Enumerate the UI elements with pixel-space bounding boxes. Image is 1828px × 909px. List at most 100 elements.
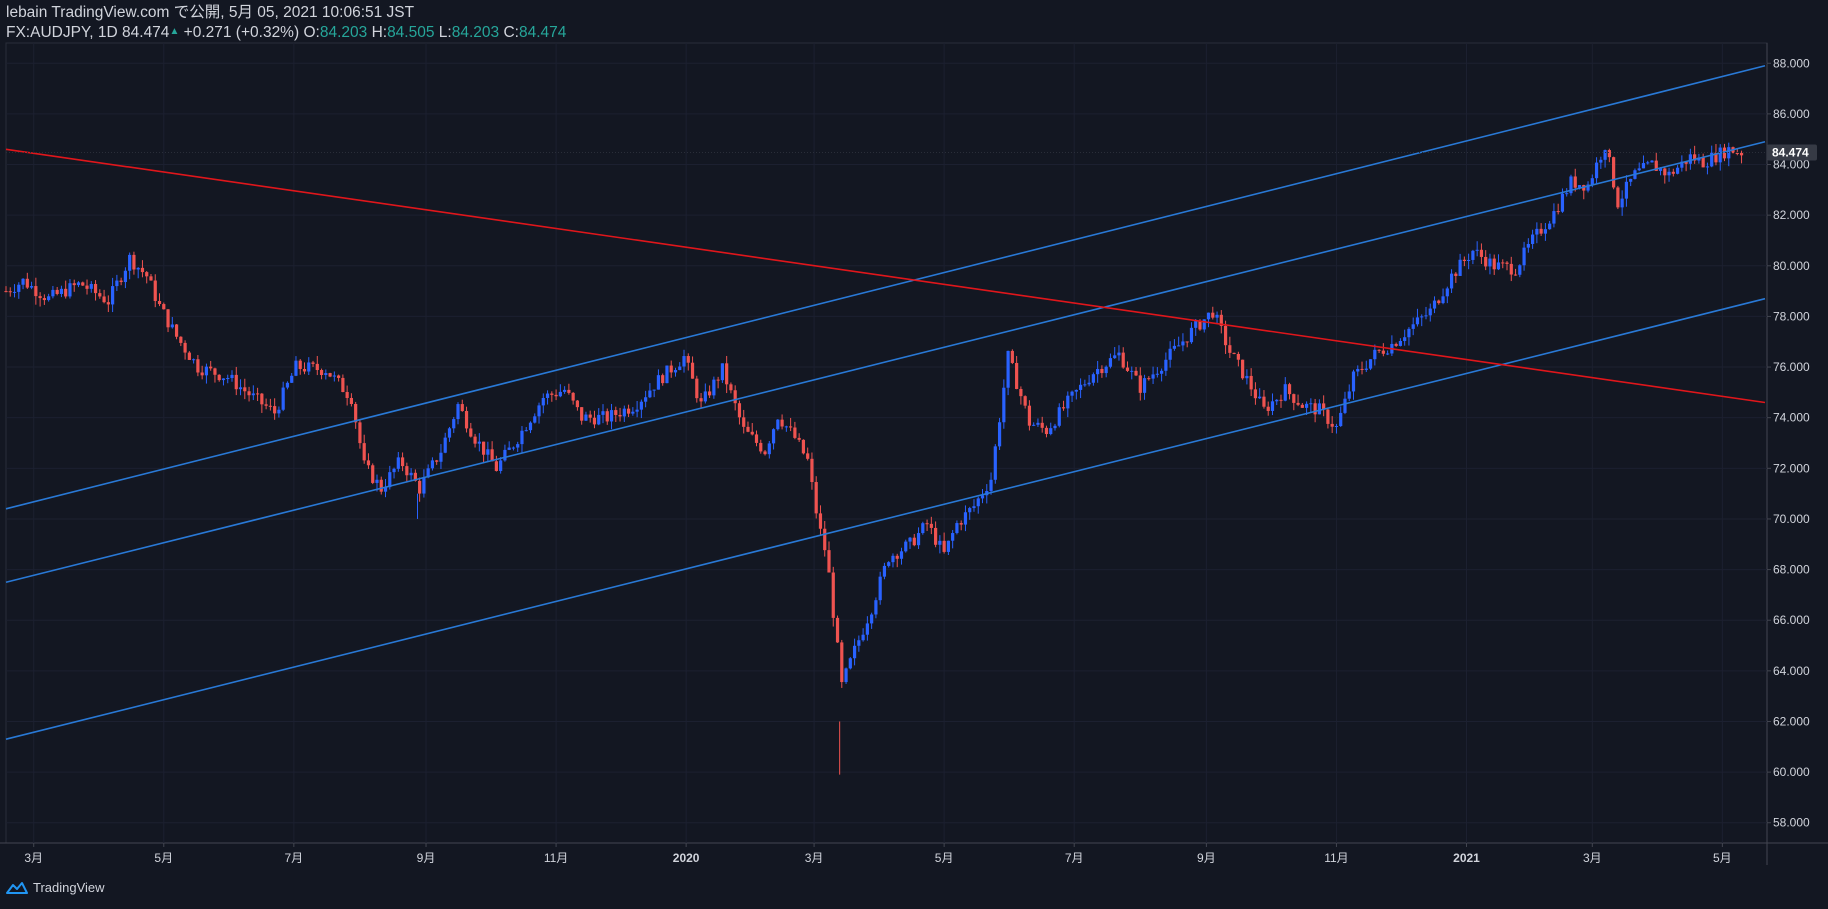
- candle-body: [550, 393, 554, 395]
- candle-body: [639, 401, 643, 410]
- candle-body: [1040, 422, 1044, 428]
- candle-body: [1641, 163, 1646, 169]
- candle-body: [1398, 340, 1403, 346]
- candle-body: [332, 375, 336, 377]
- candle-body: [1279, 399, 1283, 401]
- candle-body: [942, 540, 946, 552]
- candle-body: [601, 411, 605, 415]
- candle-body: [337, 375, 341, 378]
- candle-body: [870, 614, 874, 624]
- low-value: 84.203: [451, 24, 500, 41]
- candle-body: [1735, 152, 1739, 154]
- candle-body: [1194, 321, 1198, 328]
- candle-body: [379, 479, 383, 492]
- candle-body: [1057, 407, 1061, 426]
- up-arrow-icon: ▲: [169, 26, 180, 37]
- candle-body: [614, 410, 618, 415]
- candle-body: [1535, 228, 1539, 235]
- candle-body: [315, 363, 319, 371]
- candle-body: [1637, 168, 1641, 171]
- candle-body: [1675, 167, 1680, 174]
- candle-body: [1121, 352, 1125, 368]
- candle-body: [499, 460, 503, 471]
- open-value: 84.203: [319, 24, 368, 41]
- candle-body: [1667, 171, 1671, 176]
- candle-body: [345, 392, 349, 398]
- candle-body: [273, 406, 277, 414]
- candle-body: [1684, 161, 1688, 164]
- candle-body: [554, 394, 558, 397]
- candle-body: [447, 428, 452, 438]
- time-axis[interactable]: 3月5月7月9月11月20203月5月7月9月11月20213月5月7月: [24, 843, 1828, 865]
- candle-body: [319, 370, 324, 375]
- candle-body: [1070, 391, 1074, 396]
- candle-body: [801, 439, 806, 454]
- last-price: 84.474: [122, 24, 170, 41]
- candle-body: [1718, 147, 1722, 163]
- candle-body: [887, 562, 891, 566]
- candle-body: [537, 405, 541, 417]
- candle-body: [1590, 178, 1594, 185]
- price-tick-label: 68.000: [1773, 563, 1810, 577]
- candle-body: [1036, 422, 1040, 425]
- time-tick-label: 3月: [24, 851, 43, 865]
- candle-body: [1189, 327, 1194, 343]
- symbol-label[interactable]: FX:AUDJPY, 1D: [6, 24, 118, 41]
- candle-body: [814, 482, 818, 514]
- time-tick-label: 9月: [1197, 851, 1216, 865]
- candle-body: [1228, 345, 1232, 353]
- candle-body: [1223, 325, 1228, 346]
- candle-body: [396, 457, 400, 469]
- candle-body: [1356, 368, 1360, 372]
- trendlines[interactable]: [5, 65, 1766, 740]
- candle-body: [371, 465, 375, 483]
- candle-body: [349, 397, 354, 404]
- candle-body: [85, 285, 89, 289]
- candle-body: [1548, 223, 1552, 230]
- candle-body: [1258, 396, 1262, 399]
- candle-body: [644, 397, 648, 402]
- candle-body: [878, 576, 882, 601]
- price-tick-label: 72.000: [1773, 461, 1810, 475]
- candle-body: [1292, 394, 1296, 403]
- candle-body: [255, 393, 260, 395]
- candle-body: [1714, 152, 1718, 163]
- candle-body: [251, 393, 255, 396]
- candle-body: [1351, 371, 1356, 392]
- candle-body: [1671, 171, 1675, 174]
- candle-body: [1049, 428, 1053, 435]
- candle-body: [1287, 384, 1292, 395]
- candle-body: [1518, 265, 1522, 275]
- candle-body: [904, 541, 908, 552]
- candles: [4, 142, 1744, 775]
- candle-body: [68, 283, 72, 297]
- candle-body: [1377, 349, 1381, 351]
- publish-line: lebain TradingView.com で公開, 5月 05, 2021 …: [6, 4, 415, 21]
- candle-body: [929, 523, 933, 528]
- candle-body: [511, 447, 516, 449]
- candle-body: [1300, 404, 1304, 408]
- candle-body: [1586, 184, 1590, 191]
- candle-body: [1304, 403, 1309, 408]
- tradingview-brand[interactable]: TradingView: [6, 880, 105, 895]
- candle-body: [661, 375, 665, 384]
- candle-body: [908, 537, 912, 542]
- ohlc-line: FX:AUDJPY, 1D 84.474▲ +0.271 (+0.32%) O:…: [6, 23, 566, 42]
- candle-body: [204, 366, 209, 376]
- candle-body: [1347, 391, 1351, 399]
- candle-body: [119, 280, 123, 283]
- candle-body: [409, 472, 413, 476]
- price-axis[interactable]: 58.000 60.000 62.000 64.000 66.000 68.000 70.0…: [1767, 56, 1810, 830]
- low-label: L:: [438, 24, 452, 41]
- time-tick-label: 7月: [1065, 851, 1084, 865]
- candle-body: [699, 398, 703, 402]
- candle-body: [725, 363, 729, 385]
- candle-body: [1424, 315, 1428, 317]
- candle-body: [609, 410, 614, 422]
- candle-body: [767, 443, 771, 455]
- candle-body: [1496, 262, 1501, 270]
- candle-body: [1168, 348, 1172, 360]
- candle-body: [464, 411, 469, 429]
- candle-body: [1117, 352, 1121, 356]
